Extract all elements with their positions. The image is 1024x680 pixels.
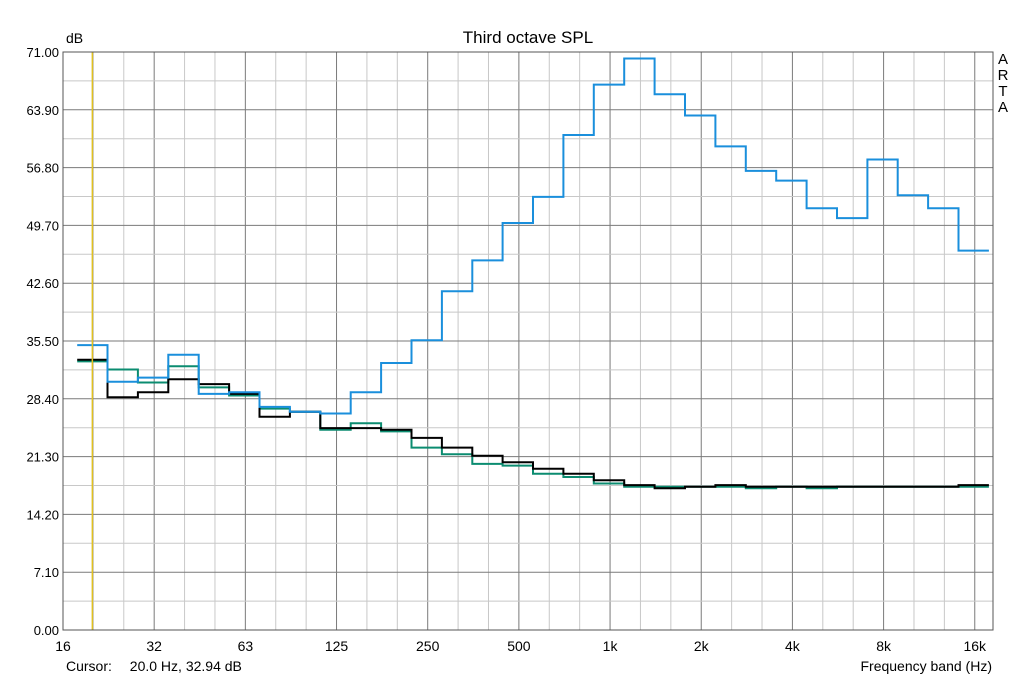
y-tick-label: 49.70 xyxy=(26,218,59,233)
arta-letter: T xyxy=(998,83,1008,100)
series-layer xyxy=(77,57,989,490)
arta-letter: A xyxy=(997,99,1008,116)
grid xyxy=(62,51,993,631)
y-tick-label: 21.30 xyxy=(26,450,59,465)
x-tick-labels: 16 32 63 125 250 500 1k 2k 4k 8k 16k xyxy=(55,638,987,654)
y-tick-labels: 0.00 7.10 14.20 21.30 28.40 35.50 42.60 49.70 56… xyxy=(26,45,59,638)
x-tick-label: 1k xyxy=(603,638,619,654)
y-tick-label: 35.50 xyxy=(26,334,59,349)
x-axis-label: Frequency band (Hz) xyxy=(860,658,992,674)
y-tick-label: 42.60 xyxy=(26,276,59,291)
x-tick-label: 2k xyxy=(694,638,710,654)
y-tick-label: 28.40 xyxy=(26,392,59,407)
plot-frame xyxy=(62,51,994,631)
x-tick-label: 16 xyxy=(55,638,71,654)
series-line-2 xyxy=(77,358,989,490)
cursor-readout: Cursor: 20.0 Hz, 32.94 dB xyxy=(66,658,256,674)
y-axis-label: dB xyxy=(66,30,83,46)
cursor-value: 20.0 Hz, 32.94 dB xyxy=(129,658,242,674)
x-tick-label: 8k xyxy=(876,638,892,654)
y-tick-label: 56.80 xyxy=(26,161,59,176)
x-tick-label: 250 xyxy=(416,638,440,654)
y-tick-label: 14.20 xyxy=(26,507,59,522)
arta-logo: A R T A xyxy=(996,52,1010,116)
y-tick-label: 0.00 xyxy=(34,623,59,638)
x-tick-label: 63 xyxy=(238,638,254,654)
chart-title: Third octave SPL xyxy=(463,28,593,47)
y-tick-label: 63.90 xyxy=(26,103,59,118)
y-tick-label: 7.10 xyxy=(34,565,59,580)
y-tick-label: 71.00 xyxy=(26,45,59,60)
series-line-0 xyxy=(77,57,989,415)
cursor-caption: Cursor: xyxy=(66,658,112,674)
x-tick-label: 32 xyxy=(146,638,162,654)
arta-letter: A xyxy=(997,51,1008,68)
x-tick-label: 16k xyxy=(963,638,987,654)
x-tick-label: 4k xyxy=(785,638,801,654)
arta-letter: R xyxy=(997,67,1009,84)
x-tick-label: 500 xyxy=(507,638,531,654)
x-tick-label: 125 xyxy=(325,638,349,654)
